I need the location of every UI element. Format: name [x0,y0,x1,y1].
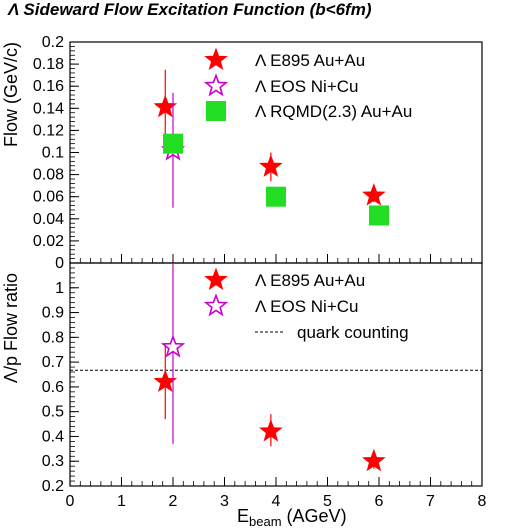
legend-marker [204,267,228,291]
y-tick-label: 0.2 [42,478,64,495]
y-tick-label: 0.5 [42,404,64,421]
legend-label: Λ RQMD(2.3) Au+Au [255,102,412,121]
y-tick-label: 1 [55,280,64,297]
data-point [362,183,386,206]
x-tick-label: 8 [478,493,487,510]
y-tick-label: 0.6 [42,379,64,396]
plot-frame [69,41,483,264]
legend-label: Λ E895 Au+Au [255,51,365,70]
legend-marker [206,101,226,121]
x-tick-label: 1 [117,493,126,510]
x-tick-label: 3 [220,493,229,510]
y-axis-label: Flow (GeV/c) [1,42,21,147]
x-axis-label: Ebeam (AGeV) [237,506,347,529]
y-tick-label: 0.7 [42,354,64,371]
y-tick-label: 0.9 [42,305,64,322]
legend-label: Λ EOS Ni+Cu [255,297,358,316]
y-tick-label: 0.08 [33,167,64,184]
data-point [163,133,183,154]
y-tick-label: 0.04 [33,211,64,228]
x-tick-label: 2 [169,493,178,510]
data-point [160,334,186,358]
legend-label: Λ E895 Au+Au [255,271,365,290]
y-tick-label: 0.2 [42,34,64,51]
y-tick-label: 0.12 [33,122,64,139]
y-tick-label: 0.14 [33,100,64,117]
y-axis-label: Λ/p Flow ratio [1,273,21,383]
flow-panel: 0 0.02 0.04 0.06 0.08 0.1 0.12 0.14 0.16 0.18 0.2 F… [1,34,483,272]
legend-label: Λ EOS Ni+Cu [255,77,358,96]
y-tick-label: 0.16 [33,78,64,95]
data-point [362,448,386,472]
x-tick-label: 6 [375,493,384,510]
legend-marker [204,47,228,71]
legend-label: quark counting [297,323,409,342]
y-tick-label: 0.3 [42,453,64,470]
legend-marker [203,73,229,97]
y-tick-label: 0.18 [33,56,64,73]
y-tick-label: 0.4 [42,428,64,445]
flow-ratio-panel: 0.2 0.3 0.4 0.5 0.6 0.7 0.8 0.9 1 0 1 2 3 4 5 6 7 8 Λ/p Fl… [1,262,487,529]
x-tick-label: 5 [323,493,332,510]
x-tick-label: 4 [272,493,281,510]
y-tick-label: 0.1 [42,145,64,162]
x-tick-label: 0 [66,493,75,510]
x-tick-label: 7 [426,493,435,510]
chart-title: Λ Sideward Flow Excitation Function (b<6… [7,0,372,19]
legend-marker [203,293,229,317]
data-point [369,205,389,226]
y-tick-label: 0 [55,255,64,272]
data-point [259,419,283,442]
data-point [259,154,283,177]
y-tick-label: 0.06 [33,189,64,206]
y-tick-label: 0.8 [42,329,64,346]
legend: Λ E895 Au+Au Λ EOS Ni+Cu Λ RQMD(2.3) Au+Au [203,47,412,121]
y-tick-label: 0.02 [33,233,64,250]
data-point [266,186,286,207]
legend: Λ E895 Au+Au Λ EOS Ni+Cu quark counting [203,267,409,342]
